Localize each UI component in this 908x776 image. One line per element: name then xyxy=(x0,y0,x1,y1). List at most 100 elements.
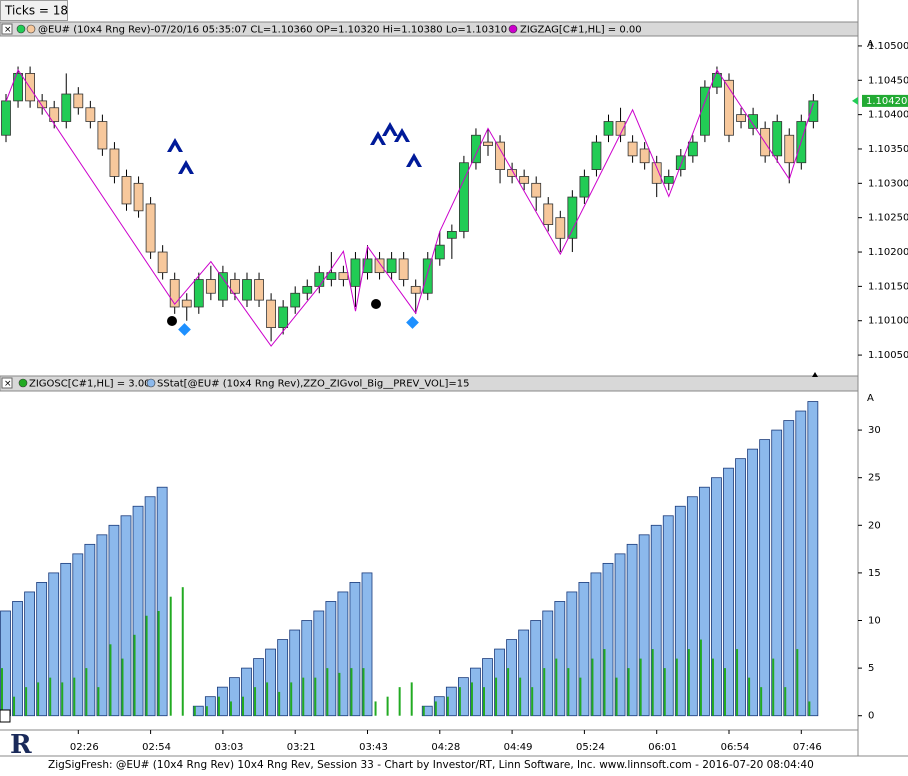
osc-bar xyxy=(85,668,87,716)
price-header: @EU# (10x4 Rng Rev)-07/20/16 05:35:07 CL… xyxy=(38,25,507,36)
osc-bar xyxy=(423,706,425,716)
osc-bar xyxy=(579,678,581,716)
osc-bar xyxy=(49,678,51,716)
candle-body xyxy=(182,300,191,307)
osc-bar xyxy=(254,687,256,716)
x-tick-label: 02:54 xyxy=(142,742,171,753)
x-tick-label: 04:49 xyxy=(504,742,533,753)
osc-bar xyxy=(591,659,593,716)
y-tick-label: 5 xyxy=(868,663,874,674)
candle-body xyxy=(158,252,167,273)
icon xyxy=(17,25,25,33)
ticks-label: Ticks = 18 xyxy=(4,4,68,18)
osc-bar xyxy=(700,640,702,716)
osc-bar xyxy=(459,687,461,716)
candle-body xyxy=(484,142,493,145)
icon xyxy=(509,25,517,33)
signal-arrows xyxy=(167,122,422,174)
osc-bar xyxy=(652,649,654,716)
candle-body xyxy=(279,307,288,328)
candle-body xyxy=(568,197,577,238)
osc-bar xyxy=(640,659,642,716)
candle-body xyxy=(146,204,155,252)
x-tick-label: 07:46 xyxy=(793,742,822,753)
study-header: ZIGZAG[C#1,HL] = 0.00 xyxy=(520,25,642,36)
osc-bar xyxy=(109,644,111,715)
candle-body xyxy=(556,218,565,239)
close-icon: × xyxy=(4,379,12,389)
annotation-box xyxy=(0,710,10,722)
osc-bar xyxy=(230,701,232,715)
osc-bar xyxy=(25,687,27,716)
candle-body xyxy=(122,176,131,203)
signal-diamond xyxy=(406,316,419,329)
candle-body xyxy=(74,94,83,108)
candle-body xyxy=(110,149,119,176)
candle-body xyxy=(206,280,215,294)
osc-bar xyxy=(772,659,774,716)
osc-bar xyxy=(555,659,557,716)
osc-bar xyxy=(350,668,352,716)
osc-bar xyxy=(182,587,184,716)
candle-body xyxy=(640,149,649,163)
candle-body xyxy=(303,286,312,293)
x-tick-label: 06:54 xyxy=(721,742,750,753)
osc-bar xyxy=(808,701,810,715)
close-icon: × xyxy=(4,25,12,35)
top-bar xyxy=(0,0,908,22)
signal-arrow xyxy=(370,131,386,145)
candle-body xyxy=(375,259,384,273)
candle-body xyxy=(387,259,396,273)
candle-body xyxy=(773,122,782,156)
y-tick-label: 15 xyxy=(868,568,881,579)
y-tick-label: 1.10500 xyxy=(868,41,908,52)
osc-bar xyxy=(242,697,244,716)
candle-body xyxy=(664,176,673,183)
x-tick-label: 03:43 xyxy=(359,742,388,753)
osc-bar xyxy=(302,678,304,716)
osc-bar xyxy=(375,701,377,715)
osc-bar xyxy=(194,706,196,716)
osc-bar xyxy=(326,668,328,716)
y-tick-label: 1.10300 xyxy=(868,178,908,189)
osc-bar xyxy=(218,697,220,716)
candle-body xyxy=(580,176,589,197)
osc-bar xyxy=(411,682,413,715)
y-tick-label: 30 xyxy=(868,425,881,436)
y-tick-label: 25 xyxy=(868,473,881,484)
logo-glyph: R xyxy=(10,730,32,760)
y-tick-label: 20 xyxy=(868,520,881,531)
osc-bar xyxy=(784,687,786,716)
osc-bar xyxy=(531,687,533,716)
x-tick-label: 02:26 xyxy=(70,742,99,753)
osc-bar xyxy=(134,635,136,716)
y-tick-label: 10 xyxy=(868,616,881,627)
osc-bar xyxy=(266,682,268,715)
candle-body xyxy=(688,142,697,156)
footer-text: ZigSigFresh: @EU# (10x4 Rng Rev) 10x4 Rn… xyxy=(48,759,814,771)
candle-body xyxy=(267,300,276,327)
osc-bar xyxy=(676,659,678,716)
y-tick-label: 1.10200 xyxy=(868,247,908,258)
stat-bar xyxy=(748,449,758,716)
osc-bar xyxy=(507,668,509,716)
y-tick-label: 0 xyxy=(868,711,874,722)
osc-bar xyxy=(146,616,148,716)
candle-body xyxy=(2,101,11,135)
candle-body xyxy=(218,273,227,300)
osc-bar xyxy=(37,682,39,715)
y-tick-label: 1.10450 xyxy=(868,75,908,86)
candle-body xyxy=(423,259,432,293)
signal-arrow xyxy=(178,160,194,174)
osc-bar xyxy=(519,678,521,716)
y-tick-label: 1.10350 xyxy=(868,144,908,155)
candle-body xyxy=(243,280,252,301)
signal-arrow xyxy=(382,122,398,136)
signal-arrow xyxy=(167,138,183,152)
osc-bar xyxy=(73,678,75,716)
signal-diamond xyxy=(178,323,191,336)
scale-button[interactable]: A xyxy=(867,393,874,404)
last-price-arrow xyxy=(852,97,858,105)
candle-body xyxy=(471,135,480,162)
